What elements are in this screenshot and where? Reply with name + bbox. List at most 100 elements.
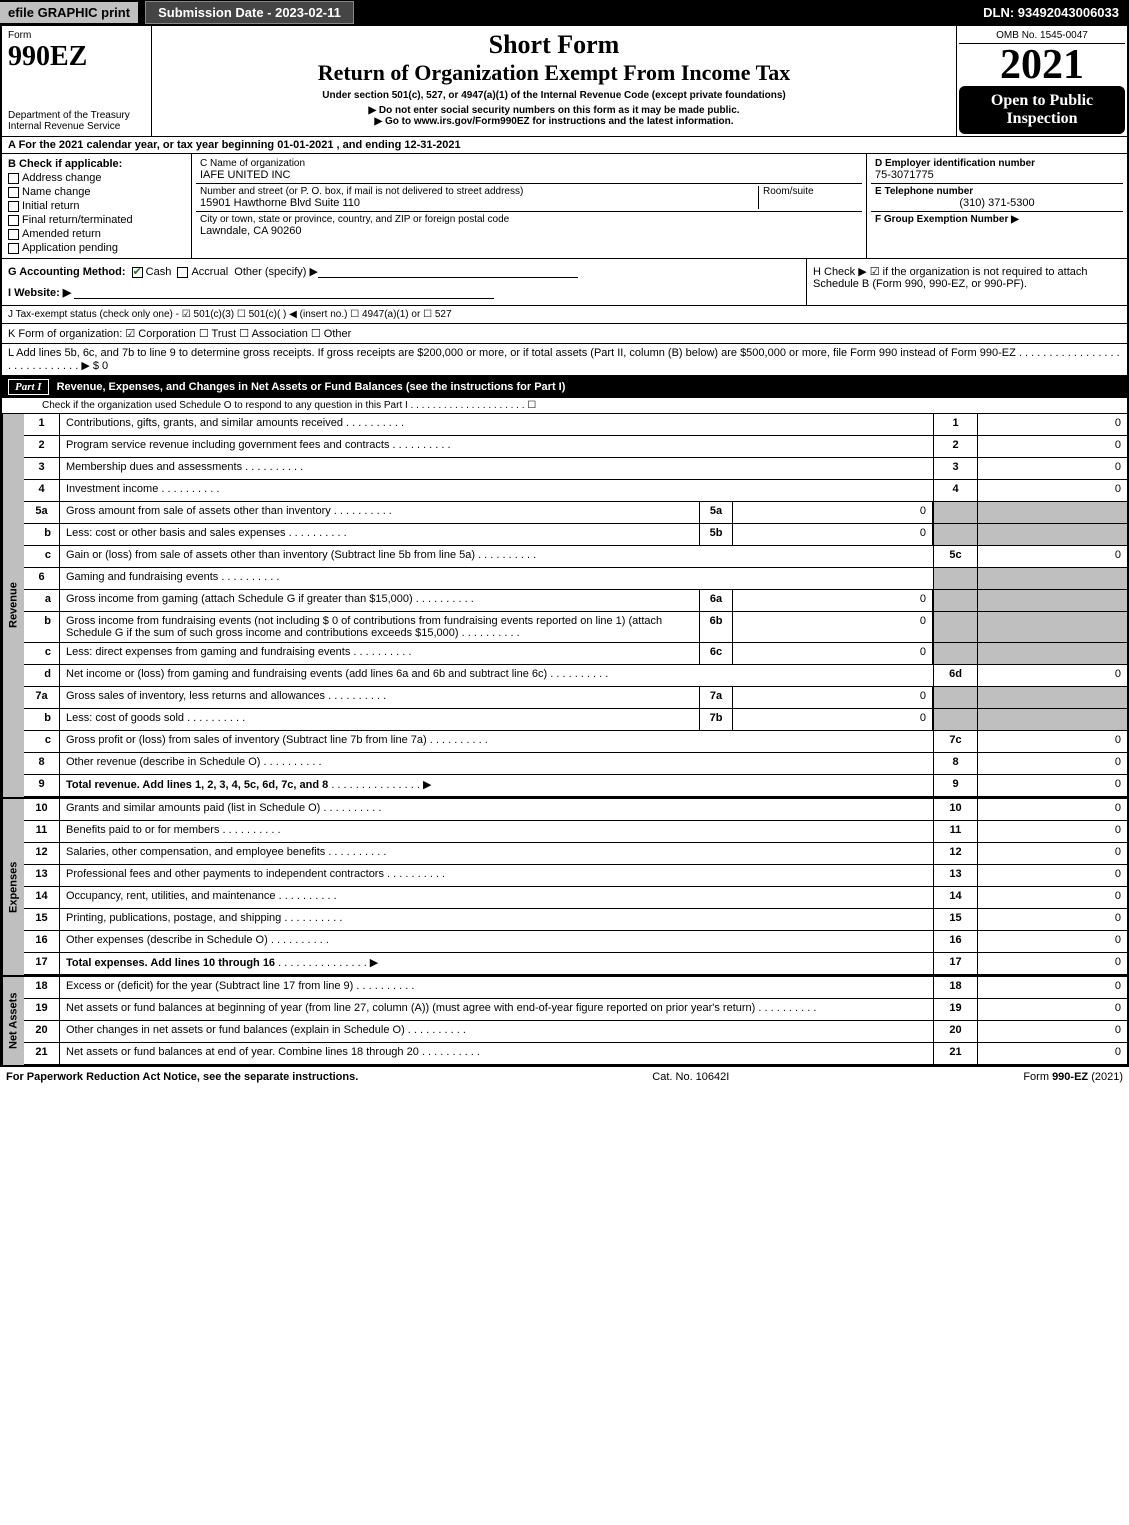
netassets-section: Net Assets 18Excess or (deficit) for the… (2, 975, 1127, 1065)
line-10: 10Grants and similar amounts paid (list … (24, 799, 1127, 821)
open-public-badge: Open to Public Inspection (959, 86, 1125, 134)
lbl-address-change: Address change (22, 172, 102, 184)
footer-left: For Paperwork Reduction Act Notice, see … (6, 1071, 358, 1083)
org-name: IAFE UNITED INC (200, 169, 858, 181)
line-desc: Gross income from fundraising events (no… (60, 612, 699, 642)
chk-initial-return[interactable] (8, 201, 19, 212)
chk-amended-return[interactable] (8, 229, 19, 240)
right-val (977, 502, 1127, 523)
label-website: I Website: ▶ (8, 287, 71, 299)
right-val (977, 687, 1127, 708)
part-i-title: Revenue, Expenses, and Changes in Net As… (57, 381, 566, 393)
line-desc: Other expenses (describe in Schedule O) … (60, 931, 933, 952)
line-num: 4 (24, 480, 60, 501)
mid-num: 6a (699, 590, 733, 611)
right-num: 8 (933, 753, 977, 774)
line-desc: Gross amount from sale of assets other t… (60, 502, 699, 523)
right-val: 0 (977, 1043, 1127, 1064)
line-c: cLess: direct expenses from gaming and f… (24, 643, 1127, 665)
line-9: 9Total revenue. Add lines 1, 2, 3, 4, 5c… (24, 775, 1127, 797)
efile-print-button[interactable]: efile GRAPHIC print (0, 2, 141, 23)
right-num: 6d (933, 665, 977, 686)
line-a: aGross income from gaming (attach Schedu… (24, 590, 1127, 612)
org-addr: 15901 Hawthorne Blvd Suite 110 (200, 197, 758, 209)
dept-line-1: Department of the Treasury (8, 110, 145, 121)
right-num (933, 687, 977, 708)
website-field[interactable] (74, 287, 494, 299)
right-num: 1 (933, 414, 977, 435)
mid-num: 5a (699, 502, 733, 523)
line-d: dNet income or (loss) from gaming and fu… (24, 665, 1127, 687)
line-num: a (24, 590, 60, 611)
right-val (977, 709, 1127, 730)
line-num: 18 (24, 977, 60, 998)
line-desc: Gain or (loss) from sale of assets other… (60, 546, 933, 567)
mid-num: 5b (699, 524, 733, 545)
right-num (933, 524, 977, 545)
right-num (933, 502, 977, 523)
label-ein: D Employer identification number (875, 158, 1119, 169)
line-desc: Occupancy, rent, utilities, and maintena… (60, 887, 933, 908)
right-val (977, 643, 1127, 664)
right-val (977, 568, 1127, 589)
line-desc: Net assets or fund balances at end of ye… (60, 1043, 933, 1064)
dln: DLN: 93492043006033 (973, 2, 1129, 23)
line-desc: Grants and similar amounts paid (list in… (60, 799, 933, 820)
line-num: 9 (24, 775, 60, 796)
right-val: 0 (977, 821, 1127, 842)
revenue-section: Revenue 1Contributions, gifts, grants, a… (2, 414, 1127, 797)
mid-val: 0 (733, 709, 933, 730)
line-num: 5a (24, 502, 60, 523)
box-b-title: B Check if applicable: (8, 158, 185, 170)
line-desc: Program service revenue including govern… (60, 436, 933, 457)
line-desc: Professional fees and other payments to … (60, 865, 933, 886)
top-bar: efile GRAPHIC print Submission Date - 20… (0, 0, 1129, 24)
line-desc: Less: cost or other basis and sales expe… (60, 524, 699, 545)
line-num: 15 (24, 909, 60, 930)
line-19: 19Net assets or fund balances at beginni… (24, 999, 1127, 1021)
box-b: B Check if applicable: Address change Na… (2, 154, 192, 258)
line-8: 8Other revenue (describe in Schedule O) … (24, 753, 1127, 775)
chk-accrual[interactable] (177, 267, 188, 278)
line-16: 16Other expenses (describe in Schedule O… (24, 931, 1127, 953)
line-b: bLess: cost or other basis and sales exp… (24, 524, 1127, 546)
line-desc: Gaming and fundraising events . . . . . … (60, 568, 933, 589)
right-num: 15 (933, 909, 977, 930)
other-specify-field[interactable] (318, 266, 578, 278)
part-i-checknote: Check if the organization used Schedule … (2, 398, 1127, 414)
chk-cash[interactable] (132, 267, 143, 278)
line-num: 19 (24, 999, 60, 1020)
lbl-application-pending: Application pending (22, 242, 118, 254)
line-num: 13 (24, 865, 60, 886)
chk-application-pending[interactable] (8, 243, 19, 254)
right-num (933, 568, 977, 589)
line-11: 11Benefits paid to or for members . . . … (24, 821, 1127, 843)
lbl-name-change: Name change (22, 186, 91, 198)
line-desc: Membership dues and assessments . . . . … (60, 458, 933, 479)
org-info-row: B Check if applicable: Address change Na… (2, 154, 1127, 259)
right-num: 11 (933, 821, 977, 842)
header-left: Form 990EZ Department of the Treasury In… (2, 26, 152, 136)
expenses-section: Expenses 10Grants and similar amounts pa… (2, 797, 1127, 975)
line-desc: Excess or (deficit) for the year (Subtra… (60, 977, 933, 998)
chk-name-change[interactable] (8, 187, 19, 198)
right-num: 21 (933, 1043, 977, 1064)
right-num: 19 (933, 999, 977, 1020)
line-num: 3 (24, 458, 60, 479)
row-j: J Tax-exempt status (check only one) - ☑… (2, 306, 1127, 324)
note-ssn: ▶ Do not enter social security numbers o… (156, 105, 952, 116)
line-21: 21Net assets or fund balances at end of … (24, 1043, 1127, 1065)
chk-final-return[interactable] (8, 215, 19, 226)
line-18: 18Excess or (deficit) for the year (Subt… (24, 977, 1127, 999)
right-val: 0 (977, 731, 1127, 752)
lbl-amended-return: Amended return (22, 228, 101, 240)
line-c: cGain or (loss) from sale of assets othe… (24, 546, 1127, 568)
note-goto[interactable]: ▶ Go to www.irs.gov/Form990EZ for instru… (156, 116, 952, 127)
line-3: 3Membership dues and assessments . . . .… (24, 458, 1127, 480)
line-desc: Benefits paid to or for members . . . . … (60, 821, 933, 842)
phone: (310) 371-5300 (875, 197, 1119, 209)
label-org-name: C Name of organization (200, 158, 858, 169)
chk-address-change[interactable] (8, 173, 19, 184)
right-val: 0 (977, 953, 1127, 974)
right-val: 0 (977, 909, 1127, 930)
